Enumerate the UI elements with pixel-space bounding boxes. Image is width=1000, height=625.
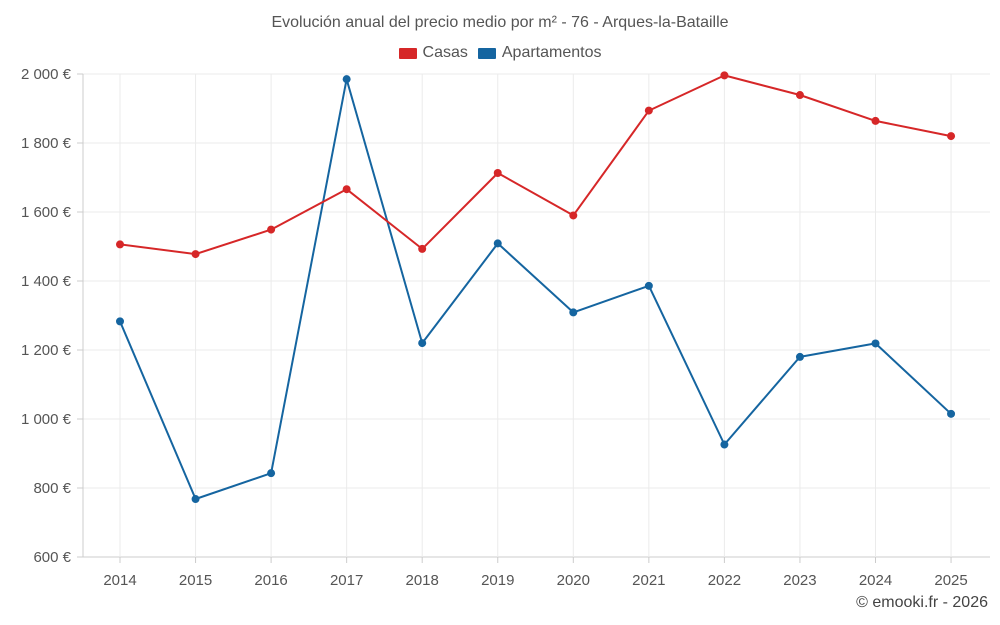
y-tick-label: 1 000 € <box>21 411 72 428</box>
data-point-apartamentos <box>191 495 200 504</box>
legend-label-apartamentos: Apartamentos <box>501 44 602 61</box>
data-point-apartamentos <box>267 469 276 478</box>
y-tick-label: 1 400 € <box>21 273 72 290</box>
legend-swatch-casas <box>398 47 417 59</box>
data-point-apartamentos <box>720 440 729 449</box>
data-point-apartamentos <box>493 239 502 248</box>
data-point-casas <box>795 91 804 100</box>
data-point-apartamentos <box>871 339 880 348</box>
legend-item-apartamentos[interactable]: Apartamentos <box>477 44 602 62</box>
data-point-apartamentos <box>418 339 427 348</box>
y-tick-label: 1 600 € <box>21 204 72 221</box>
legend-item-casas[interactable]: Casas <box>398 44 468 62</box>
data-point-casas <box>493 169 502 178</box>
data-point-casas <box>267 225 276 234</box>
y-tick-label: 2 000 € <box>21 66 72 83</box>
data-point-apartamentos <box>947 409 956 418</box>
y-tick-label: 1 200 € <box>21 342 72 359</box>
series-line-casas <box>119 74 952 256</box>
data-point-apartamentos <box>795 352 804 361</box>
x-tick-label: 2021 <box>632 572 665 589</box>
data-point-casas <box>947 132 956 141</box>
x-tick-label: 2019 <box>481 572 514 589</box>
credit-text: © emooki.fr - 2026 <box>856 594 988 611</box>
data-point-casas <box>418 244 427 253</box>
legend: Casas Apartamentos <box>0 44 1000 62</box>
data-point-apartamentos <box>644 281 653 290</box>
data-point-casas <box>191 250 200 259</box>
x-tick-label: 2024 <box>859 572 892 589</box>
y-tick-label: 800 € <box>33 480 71 497</box>
x-tick-label: 2015 <box>179 572 212 589</box>
y-tick-label: 1 800 € <box>21 135 72 152</box>
legend-label-casas: Casas <box>422 44 468 61</box>
x-tick-label: 2018 <box>406 572 439 589</box>
series-line-apartamentos <box>119 78 952 500</box>
data-point-casas <box>644 106 653 115</box>
data-point-apartamentos <box>569 308 578 317</box>
y-tick-label: 600 € <box>33 549 71 566</box>
x-tick-label: 2014 <box>103 572 136 589</box>
x-tick-label: 2022 <box>708 572 741 589</box>
x-tick-label: 2023 <box>783 572 816 589</box>
legend-swatch-apartamentos <box>477 47 496 59</box>
data-point-apartamentos <box>116 317 124 326</box>
data-point-apartamentos <box>342 75 351 84</box>
data-point-casas <box>871 116 880 125</box>
x-tick-label: 2020 <box>557 572 590 589</box>
data-point-casas <box>342 185 351 194</box>
x-tick-label: 2016 <box>254 572 287 589</box>
data-point-casas <box>720 71 729 80</box>
data-point-casas <box>116 240 124 249</box>
x-tick-label: 2017 <box>330 572 363 589</box>
data-point-casas <box>569 211 578 220</box>
x-tick-label: 2025 <box>934 572 967 589</box>
chart-title: Evolución anual del precio medio por m² … <box>271 14 729 31</box>
